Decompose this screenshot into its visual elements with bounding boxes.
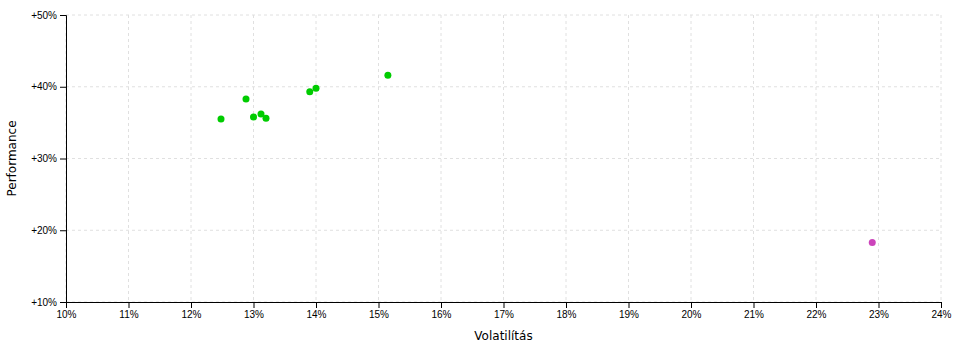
grid-line — [66, 230, 941, 231]
tick: 13% — [244, 302, 264, 320]
tick-mark — [60, 87, 66, 88]
grid-line — [191, 15, 192, 302]
tick: 19% — [619, 302, 639, 320]
chart: 10% 11% 12% 13% 14% 15% 16% 17% 18% 19% 20% 21% 22% 2… — [0, 0, 966, 350]
tick-label: 11% — [119, 309, 138, 320]
tick-label: 19% — [619, 309, 639, 320]
tick: +40% — [31, 81, 66, 92]
tick-mark — [191, 302, 192, 308]
point — [218, 116, 225, 123]
axis-line — [67, 303, 942, 309]
tick-label: 18% — [556, 309, 576, 320]
tick-mark — [60, 230, 66, 231]
tick: 17% — [494, 302, 514, 320]
x-axis: 10% 11% 12% 13% 14% 15% 16% 17% 18% 19% 20% 21% 22% 2… — [56, 302, 951, 320]
y-axis: +10% +20% +30% +40% +50% — [31, 10, 66, 308]
tick-label: +10% — [31, 297, 57, 308]
point — [313, 85, 320, 92]
tick-mark — [60, 15, 66, 16]
tick-mark — [629, 302, 630, 308]
grid-line — [753, 15, 754, 302]
tick: 14% — [306, 302, 326, 320]
tick-label: 22% — [806, 309, 826, 320]
point — [263, 115, 270, 122]
grid-line — [316, 15, 317, 302]
tick-label: +40% — [31, 81, 57, 92]
tick-mark — [316, 302, 317, 308]
tick-mark — [60, 159, 66, 160]
tick: +20% — [31, 225, 66, 236]
tick-label: +30% — [31, 153, 57, 164]
tick-mark — [254, 302, 255, 308]
tick: +10% — [31, 297, 66, 308]
tick-mark — [754, 302, 755, 308]
series — [869, 239, 876, 246]
series — [218, 72, 392, 123]
tick: 15% — [369, 302, 389, 320]
tick-label: 24% — [931, 309, 951, 320]
x-axis-title: Volatilítás — [474, 329, 532, 343]
axis-line — [60, 16, 67, 303]
tick-mark — [816, 302, 817, 308]
grid — [66, 15, 941, 302]
tick: 20% — [681, 302, 701, 320]
tick: 24% — [931, 302, 951, 320]
tick-mark — [129, 302, 130, 308]
tick: 23% — [869, 302, 889, 320]
tick-label: 16% — [431, 309, 451, 320]
tick: 16% — [431, 302, 451, 320]
tick: 11% — [119, 302, 138, 320]
point — [250, 113, 257, 120]
tick-label: 21% — [744, 309, 764, 320]
tick-label: 10% — [56, 309, 76, 320]
grid-line — [503, 15, 504, 302]
tick-mark — [879, 302, 880, 308]
grid-line — [66, 15, 941, 16]
tick-label: 14% — [306, 309, 326, 320]
tick: 12% — [181, 302, 201, 320]
tick: 21% — [744, 302, 764, 320]
tick-mark — [441, 302, 442, 308]
y-axis-title: Performance — [5, 120, 19, 196]
grid-line — [66, 158, 941, 159]
point — [384, 72, 391, 79]
tick-mark — [691, 302, 692, 308]
point — [306, 88, 313, 95]
tick-label: 12% — [181, 309, 201, 320]
point — [869, 239, 876, 246]
tick-label: +50% — [31, 10, 57, 21]
grid-line — [628, 15, 629, 302]
point — [243, 95, 250, 102]
tick-label: +20% — [31, 225, 57, 236]
tick-label: 13% — [244, 309, 264, 320]
tick: +30% — [31, 153, 66, 164]
tick-label: 15% — [369, 309, 389, 320]
tick-mark — [504, 302, 505, 308]
tick-label: 23% — [869, 309, 889, 320]
tick-label: 20% — [681, 309, 701, 320]
grid-line — [66, 86, 941, 87]
tick-mark — [60, 302, 66, 303]
tick-label: 17% — [494, 309, 514, 320]
plot-area: 10% 11% 12% 13% 14% 15% 16% 17% 18% 19% 20% 21% 22% 2… — [31, 10, 951, 320]
tick: 10% — [56, 302, 76, 320]
tick-mark — [566, 302, 567, 308]
tick: 18% — [556, 302, 576, 320]
marks — [218, 72, 876, 246]
tick: +50% — [31, 10, 66, 21]
tick-mark — [379, 302, 380, 308]
tick-mark — [941, 302, 942, 308]
tick: 22% — [806, 302, 826, 320]
